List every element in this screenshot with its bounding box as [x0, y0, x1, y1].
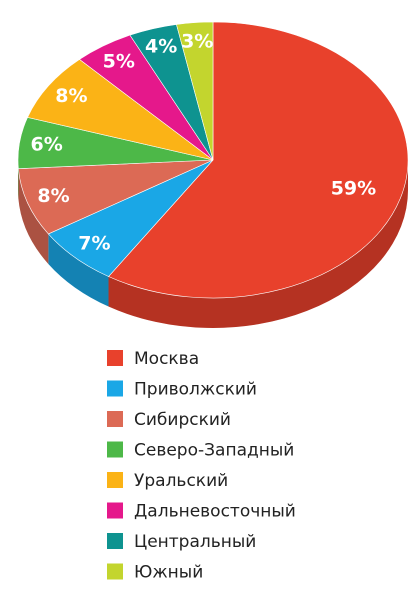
legend-label: Дальневосточный	[134, 502, 296, 522]
slice-side	[18, 168, 49, 264]
data-label: 7%	[78, 232, 110, 254]
legend-swatch	[107, 533, 123, 549]
data-label: 4%	[145, 36, 177, 58]
legend-swatch	[107, 563, 123, 580]
data-label: 6%	[30, 134, 62, 156]
data-label: 8%	[37, 185, 69, 207]
slice-side-shade	[108, 160, 408, 328]
data-label: 3%	[181, 30, 213, 52]
slice-side-shade	[48, 233, 109, 307]
legend-label: Уральский	[134, 471, 228, 491]
slice-side	[108, 160, 408, 328]
legend-swatch	[107, 350, 123, 366]
legend-swatch	[107, 472, 123, 488]
legend-label: Центральный	[134, 532, 256, 552]
legend-swatch	[107, 502, 123, 519]
legend-swatch	[107, 441, 123, 458]
slice-side-shade	[18, 168, 49, 264]
data-label: 5%	[103, 50, 135, 72]
legend-label: Москва	[134, 349, 199, 369]
slice-side	[48, 233, 109, 307]
data-label: 59%	[331, 177, 376, 199]
legend-label: Сибирский	[134, 410, 231, 430]
slice	[176, 21, 214, 161]
legend-label: Южный	[134, 563, 203, 583]
slice	[27, 59, 214, 161]
slice	[108, 21, 409, 299]
slice	[18, 159, 214, 235]
legend-label: Северо-Западный	[134, 441, 294, 461]
legend-label: Приволжский	[134, 380, 257, 400]
legend-swatch	[107, 411, 123, 427]
data-label: 8%	[55, 85, 87, 107]
legend-swatch	[107, 380, 123, 397]
